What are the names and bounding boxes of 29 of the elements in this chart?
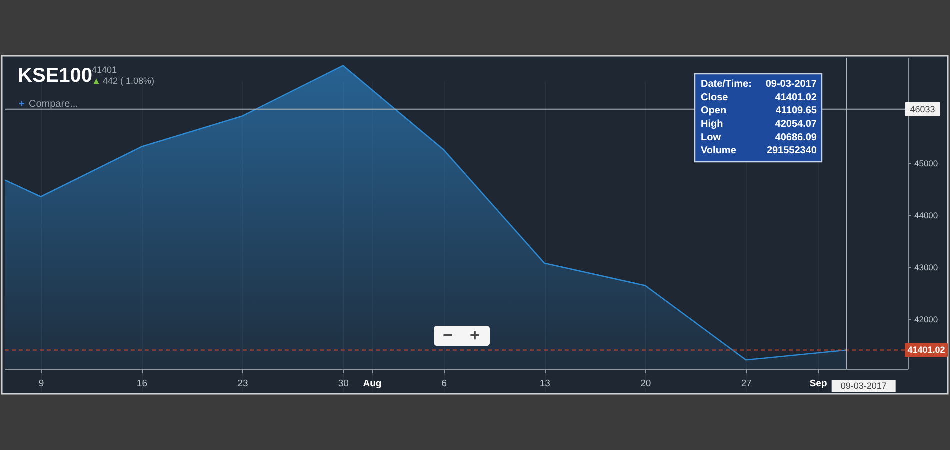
annotation: + Compare... bbox=[19, 99, 78, 110]
x-tick-label: 30 bbox=[338, 378, 349, 390]
y-tick-label: 44000 bbox=[914, 210, 938, 221]
annotation: ▲ 442 ( 1.08%) bbox=[92, 76, 155, 86]
y-tick-label: 43000 bbox=[914, 262, 938, 273]
x-tick-label: 13 bbox=[540, 378, 550, 390]
ref-line-label: 46033 bbox=[910, 104, 936, 114]
x-tick-label: 6 bbox=[442, 378, 448, 390]
x-tick-label: 20 bbox=[640, 378, 652, 390]
x-tick-label: 9 bbox=[38, 378, 44, 390]
x-tick-label: Aug bbox=[363, 378, 382, 390]
y-tick-label: 42000 bbox=[914, 314, 938, 325]
text: Low 40686.09 bbox=[701, 132, 817, 144]
ref-line-label: 41401.02 bbox=[908, 345, 946, 356]
text: 41401 bbox=[92, 65, 118, 75]
ref-line-label: 09-03-2017 bbox=[840, 381, 887, 391]
x-tick-label: 23 bbox=[238, 378, 248, 390]
text: Close 41401.02 bbox=[701, 92, 817, 104]
x-tick-label: Sep bbox=[810, 378, 828, 390]
text: Volume 291552340 bbox=[701, 146, 817, 157]
x-tick-label: 27 bbox=[741, 378, 752, 390]
annotation: − bbox=[443, 326, 454, 345]
text: Open 41109.65 bbox=[701, 106, 817, 117]
text: Date/Time: 09-03-2017 bbox=[701, 79, 817, 90]
y-tick-label: 45000 bbox=[914, 158, 938, 169]
text: High 42054.07 bbox=[701, 118, 817, 130]
chart-title: KSE100 bbox=[18, 65, 92, 87]
x-tick-label: 16 bbox=[136, 378, 148, 390]
annotation: + bbox=[470, 326, 480, 345]
